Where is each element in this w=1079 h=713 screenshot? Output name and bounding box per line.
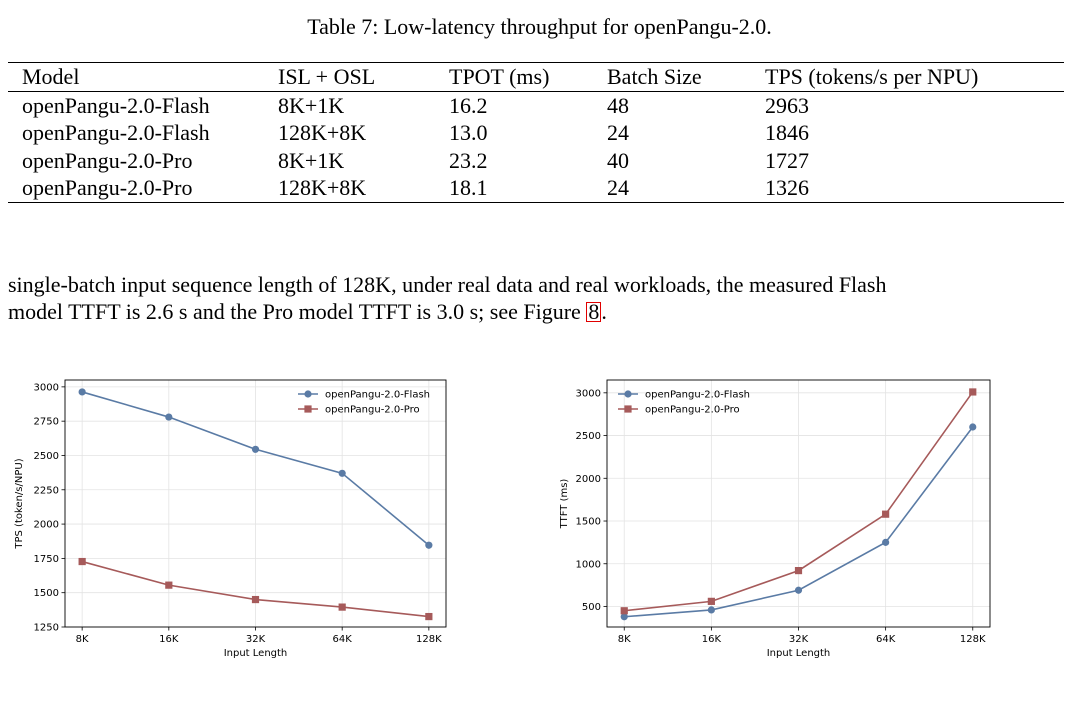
x-axis-label: Input Length (767, 648, 831, 659)
cell-model: openPangu-2.0-Flash (22, 120, 210, 145)
header-batch-size: Batch Size (607, 64, 702, 89)
y-axis-label: TPS (token/s/NPU) (14, 458, 25, 549)
paragraph-line: single-batch input sequence length of 12… (8, 272, 887, 297)
header-isl-osl: ISL + OSL (278, 64, 376, 89)
cell-batch-size: 48 (607, 92, 629, 118)
y-tick-label: 2500 (34, 451, 59, 462)
data-point (251, 445, 260, 453)
data-point (78, 388, 86, 396)
header-tps: TPS (tokens/s per NPU) (765, 64, 979, 89)
table-row: openPangu-2.0-Flash 8K+1K 16.2 48 2963 (8, 91, 1064, 119)
data-point (251, 595, 260, 604)
x-tick-label: 64K (876, 634, 896, 645)
table-row: openPangu-2.0-Flash 128K+8K 13.0 24 1846 (8, 119, 1064, 147)
y-tick-label: 3000 (576, 388, 601, 399)
y-tick-label: 1250 (34, 623, 59, 634)
data-point (338, 469, 346, 477)
header-tpot: TPOT (ms) (449, 64, 550, 89)
x-tick-label: 16K (702, 634, 722, 645)
cell-batch-size: 24 (607, 120, 629, 145)
data-point (969, 388, 977, 396)
figure-reference-link[interactable]: 8 (586, 299, 602, 324)
ttft-chart: 8K 16K 32K 64K 128K 500 1000 1500 2000 2500 3000 In… (560, 379, 991, 659)
y-tick-label: 2000 (34, 520, 59, 531)
data-point (338, 603, 346, 611)
cell-tps: 1727 (765, 147, 809, 173)
x-tick-label: 32K (789, 634, 809, 645)
data-point (794, 566, 803, 575)
y-tick-label: 3000 (34, 382, 59, 393)
data-point (969, 423, 977, 431)
cell-isl-osl: 8K+1K (278, 147, 345, 173)
table-header-row: Model ISL + OSL TPOT (ms) Batch Size TPS… (8, 62, 1064, 91)
data-point (425, 541, 433, 549)
y-tick-label: 1750 (34, 554, 59, 565)
table-row: openPangu-2.0-Pro 128K+8K 18.1 24 1326 (8, 174, 1064, 202)
cell-tps: 1326 (765, 175, 809, 200)
x-tick-label: 32K (246, 634, 266, 645)
x-tick-label: 8K (618, 634, 631, 645)
y-tick-label: 1000 (576, 559, 601, 570)
data-point (620, 607, 628, 615)
x-axis-label: Input Length (224, 648, 288, 659)
tps-chart: 8K 16K 32K 64K 128K 1250 1500 1750 2000 2250 2500 2… (14, 379, 447, 659)
cell-tpot: 16.2 (449, 92, 488, 118)
x-tick-label: 64K (333, 634, 353, 645)
paragraph-line: model TTFT is 2.6 s and the Pro model TT… (8, 298, 1068, 325)
header-model: Model (22, 64, 80, 89)
legend-marker (304, 390, 312, 398)
cell-tpot: 18.1 (449, 175, 488, 200)
y-tick-label: 2500 (576, 431, 601, 442)
legend-label: openPangu-2.0-Flash (645, 390, 750, 401)
cell-model: openPangu-2.0-Pro (22, 175, 193, 200)
data-point (78, 557, 86, 566)
legend-marker (624, 390, 632, 398)
table-caption: Table 7: Low-latency throughput for open… (307, 14, 772, 39)
cell-model: openPangu-2.0-Flash (22, 92, 210, 118)
data-point (620, 613, 628, 621)
cell-isl-osl: 8K+1K (278, 92, 345, 118)
cell-tpot: 23.2 (449, 147, 488, 173)
y-tick-label: 500 (582, 602, 601, 613)
table-row: openPangu-2.0-Pro 8K+1K 23.2 40 1727 (8, 147, 1064, 175)
y-tick-label: 1500 (576, 517, 601, 528)
legend-label: openPangu-2.0-Flash (325, 390, 430, 401)
paragraph-text: model TTFT is 2.6 s and the Pro model TT… (8, 299, 587, 324)
x-tick-label: 128K (960, 634, 986, 645)
cell-tps: 2963 (765, 92, 809, 118)
y-tick-label: 1500 (34, 588, 59, 599)
cell-isl-osl: 128K+8K (278, 175, 367, 200)
y-axis-label: TTFT (ms) (560, 479, 570, 530)
y-tick-label: 2250 (34, 485, 59, 496)
y-tick-label: 2000 (576, 474, 601, 485)
data-point (165, 413, 173, 421)
cell-tps: 1846 (765, 120, 809, 145)
cell-batch-size: 40 (607, 147, 629, 173)
y-tick-label: 2750 (34, 417, 59, 428)
data-point (882, 538, 890, 546)
x-tick-label: 8K (76, 634, 89, 645)
legend-marker (624, 405, 632, 413)
legend-marker (304, 405, 312, 413)
data-point (165, 581, 173, 589)
cell-batch-size: 24 (607, 175, 629, 200)
legend-label: openPangu-2.0-Pro (325, 405, 420, 416)
cell-isl-osl: 128K+8K (278, 120, 367, 145)
throughput-table: Model ISL + OSL TPOT (ms) Batch Size TPS… (8, 62, 1064, 203)
paragraph-text: . (601, 299, 607, 324)
body-paragraph: single-batch input sequence length of 12… (8, 271, 1068, 325)
data-point (425, 612, 433, 621)
data-point (794, 586, 803, 594)
cell-tpot: 13.0 (449, 120, 488, 145)
data-point (882, 510, 890, 518)
data-point (707, 597, 715, 605)
data-point (707, 606, 715, 614)
x-tick-label: 128K (416, 634, 442, 645)
legend-label: openPangu-2.0-Pro (645, 405, 740, 416)
cell-model: openPangu-2.0-Pro (22, 147, 193, 173)
x-tick-label: 16K (159, 634, 179, 645)
